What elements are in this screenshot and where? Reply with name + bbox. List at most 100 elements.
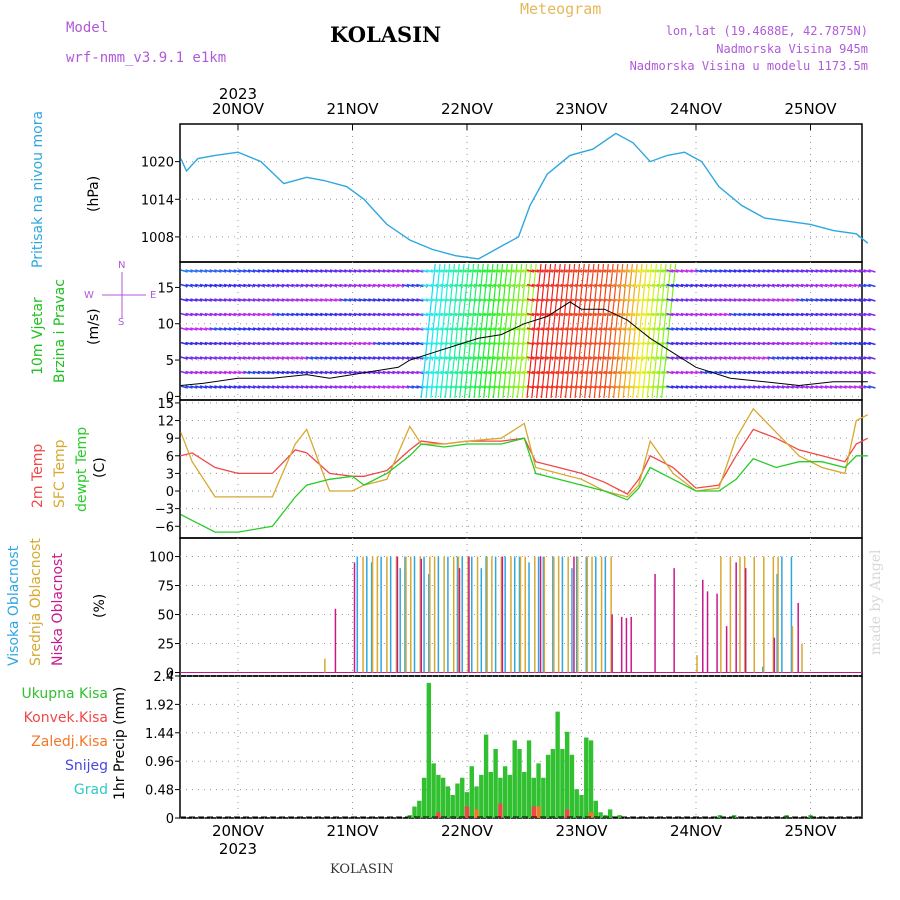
wind-barb	[329, 298, 338, 302]
wind-barb	[209, 370, 217, 375]
wind-barb	[180, 269, 188, 273]
wind-barb	[411, 385, 419, 389]
wind-barb	[805, 341, 814, 346]
coords-label: lon,lat (19.4688E, 42.7875N)	[665, 24, 868, 38]
wind-barb	[247, 283, 256, 288]
wind-barb	[589, 327, 597, 331]
wind-barb	[844, 356, 852, 360]
wind-barb	[305, 385, 313, 389]
wind-barb	[344, 312, 352, 317]
wind-barb	[469, 312, 477, 317]
wind-barb	[743, 341, 751, 346]
wind-barb	[666, 269, 674, 273]
wind-barb	[675, 298, 684, 302]
wind-barb	[382, 385, 390, 389]
wind-barb	[776, 370, 785, 375]
wind-barb	[675, 312, 684, 317]
wind-barb	[267, 356, 275, 360]
wind-barb	[541, 341, 549, 346]
wind-barb	[536, 356, 544, 360]
wind-barb	[743, 385, 751, 389]
wind-barb	[488, 341, 496, 346]
wind-barb	[555, 283, 564, 288]
wind-barb	[353, 385, 362, 389]
wind-barb	[728, 385, 737, 389]
total-precip-bar	[579, 795, 584, 818]
wind-barb	[358, 283, 366, 288]
wind-barb	[690, 269, 698, 273]
wind-barb	[690, 356, 698, 360]
precip-legend-item: Ukupna Kisa	[21, 686, 108, 702]
wind-barb	[396, 341, 405, 346]
wind-barb	[704, 283, 713, 288]
wind-barb	[329, 269, 338, 273]
precip-unit: 1hr Precip (mm)	[112, 687, 128, 800]
wind-barb	[805, 283, 814, 288]
wind-barb	[661, 341, 669, 346]
wind-barb	[243, 283, 251, 288]
wind-label-1: 10m Vjetar	[30, 297, 46, 375]
wind-barb	[690, 283, 698, 288]
wind-barb	[594, 298, 602, 302]
wind-barb	[387, 269, 395, 273]
wind-barb	[550, 298, 559, 302]
wind-barb	[363, 269, 371, 273]
wind-barb	[671, 341, 679, 346]
total-precip-bar	[564, 731, 570, 818]
wind-barb	[570, 341, 578, 346]
wind-barb	[618, 327, 626, 331]
wind-barb	[228, 341, 237, 346]
wind-barb	[671, 356, 679, 360]
total-precip-bar	[412, 806, 417, 818]
wind-barb	[382, 356, 390, 360]
wind-barb	[517, 370, 525, 375]
wind-barb	[791, 356, 799, 360]
wind-barb	[627, 370, 636, 375]
wind-barb	[257, 283, 265, 288]
wind-barb	[632, 341, 641, 346]
wind-barb	[180, 298, 188, 302]
wind-barb	[541, 283, 549, 288]
wind-barb	[589, 370, 597, 375]
wind-barb	[420, 269, 429, 273]
wind-barb	[748, 312, 756, 317]
wind-barb	[834, 269, 842, 273]
wind-barb	[863, 327, 871, 331]
total-precip-bar	[598, 812, 603, 818]
wind-barb	[291, 283, 299, 288]
wind-barb	[589, 269, 597, 273]
wind-barb	[647, 269, 655, 273]
wind-barb	[632, 356, 641, 360]
wind-barb	[445, 341, 453, 346]
wind-barb	[781, 327, 790, 331]
wind-barb	[704, 385, 713, 389]
wind-barb	[776, 269, 785, 273]
precip-legend: Ukupna Kisa Konvek.Kisa Zaledj.Kisa Snijeg G…	[21, 686, 108, 798]
wind-barb	[488, 283, 496, 288]
wind-barb	[363, 312, 371, 317]
wind-barb	[579, 370, 588, 375]
wind-barb	[300, 356, 309, 360]
wind-barb	[810, 327, 818, 331]
wind-barb	[315, 370, 323, 375]
precip-legend-item: Snijeg	[65, 758, 108, 774]
wind-barb	[824, 298, 833, 302]
wind-barb	[387, 312, 395, 317]
wind-barb	[781, 370, 790, 375]
wind-barb	[247, 298, 256, 302]
wind-barb	[541, 370, 549, 375]
wind-barb	[339, 283, 347, 288]
wind-barb	[618, 298, 626, 302]
wind-barb	[786, 385, 794, 389]
wind-barb	[219, 356, 227, 360]
wind-barb	[252, 283, 261, 288]
wind-barb	[219, 385, 227, 389]
wind-barb	[286, 298, 294, 302]
wind-barb	[497, 356, 506, 360]
wind-barb	[853, 327, 862, 331]
wind-barb	[387, 327, 395, 331]
wind-barb	[502, 370, 511, 375]
wind-barb	[743, 370, 751, 375]
wind-barb	[320, 341, 328, 346]
wind-barb	[372, 283, 381, 288]
